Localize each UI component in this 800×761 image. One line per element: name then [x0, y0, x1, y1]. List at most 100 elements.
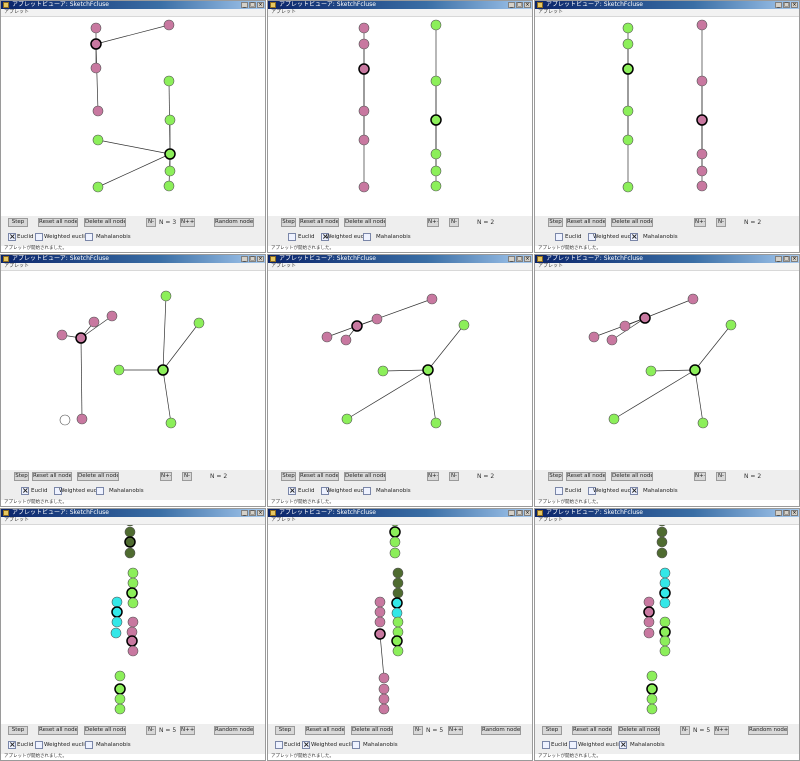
close-icon[interactable]: × — [791, 510, 798, 516]
n-plus-button[interactable]: N++ — [180, 726, 195, 735]
graph-node[interactable] — [696, 165, 708, 177]
reset-all-nodes-button[interactable]: Reset all nodes — [566, 472, 606, 481]
close-icon[interactable]: × — [257, 2, 264, 8]
title-bar[interactable]: アプレットビューア: SketchFcluse _ □ × — [268, 1, 532, 9]
cluster-center-node[interactable] — [391, 635, 403, 647]
cluster-center-node[interactable] — [126, 635, 138, 647]
graph-node[interactable] — [114, 693, 126, 705]
graph-node[interactable] — [92, 134, 104, 146]
graph-node[interactable] — [426, 293, 438, 305]
graph-node[interactable] — [392, 616, 404, 628]
mahalanobis-checkbox[interactable]: × — [630, 232, 638, 241]
n-plus-button[interactable]: N++ — [714, 726, 729, 735]
graph-node[interactable] — [124, 547, 136, 559]
graph-node[interactable] — [59, 414, 71, 426]
graph-node[interactable] — [430, 165, 442, 177]
reset-all-nodes-button[interactable]: Reset all nodes — [38, 726, 78, 735]
random-nodes-button[interactable]: Random nodes — [748, 726, 788, 735]
delete-all-nodes-button[interactable]: Delete all nodes — [344, 472, 386, 481]
title-bar[interactable]: アプレットビューア: SketchFcluse _ □ × — [1, 255, 265, 263]
cluster-center-node[interactable] — [157, 364, 169, 376]
reset-all-nodes-button[interactable]: Reset all nodes — [566, 218, 606, 227]
n-plus-button[interactable]: N++ — [694, 472, 706, 481]
n-minus-button[interactable]: N- — [449, 472, 459, 481]
n-plus-button[interactable]: N++ — [694, 218, 706, 227]
maximize-icon[interactable]: □ — [783, 256, 790, 262]
step-button[interactable]: Step — [548, 218, 563, 227]
cluster-center-node[interactable] — [639, 312, 651, 324]
cluster-center-node[interactable] — [374, 628, 386, 640]
graph-node[interactable] — [125, 525, 135, 527]
graph-node[interactable] — [321, 331, 333, 343]
graph-node[interactable] — [163, 19, 175, 31]
weighted-euclid-checkbox[interactable]: × — [302, 740, 310, 749]
close-icon[interactable]: × — [257, 510, 264, 516]
close-icon[interactable]: × — [257, 256, 264, 262]
graph-canvas[interactable] — [535, 17, 800, 213]
graph-node[interactable] — [76, 413, 88, 425]
graph-node[interactable] — [127, 616, 139, 628]
title-bar[interactable]: アプレットビューア: SketchFcluse _ □ × — [535, 255, 799, 263]
euclid-checkbox[interactable] — [288, 233, 296, 241]
graph-node[interactable] — [430, 417, 442, 429]
cluster-center-node[interactable] — [422, 364, 434, 376]
graph-canvas[interactable] — [535, 271, 800, 467]
minimize-icon[interactable]: _ — [508, 2, 515, 8]
graph-node[interactable] — [659, 597, 671, 609]
graph-node[interactable] — [358, 38, 370, 50]
graph-node[interactable] — [645, 365, 657, 377]
graph-node[interactable] — [643, 596, 655, 608]
graph-node[interactable] — [127, 597, 139, 609]
graph-node[interactable] — [392, 587, 404, 599]
close-icon[interactable]: × — [791, 256, 798, 262]
weighted-euclid-checkbox[interactable] — [569, 741, 577, 749]
mahalanobis-checkbox[interactable] — [96, 487, 104, 495]
maximize-icon[interactable]: □ — [516, 510, 523, 516]
maximize-icon[interactable]: □ — [249, 256, 256, 262]
graph-node[interactable] — [430, 180, 442, 192]
close-icon[interactable]: × — [524, 2, 531, 8]
n-minus-button[interactable]: N- — [680, 726, 690, 735]
n-plus-button[interactable]: N++ — [427, 472, 439, 481]
reset-all-nodes-button[interactable]: Reset all nodes — [572, 726, 612, 735]
graph-node[interactable] — [659, 645, 671, 657]
graph-node[interactable] — [696, 180, 708, 192]
graph-node[interactable] — [656, 547, 668, 559]
graph-node[interactable] — [358, 105, 370, 117]
n-plus-button[interactable]: N++ — [448, 726, 463, 735]
cluster-center-node[interactable] — [689, 364, 701, 376]
step-button[interactable]: Step — [14, 472, 29, 481]
delete-all-nodes-button[interactable]: Delete all nodes — [611, 218, 653, 227]
cluster-center-node[interactable] — [659, 587, 671, 599]
cluster-center-node[interactable] — [111, 606, 123, 618]
graph-node[interactable] — [657, 525, 667, 527]
euclid-checkbox[interactable] — [555, 233, 563, 241]
euclid-checkbox[interactable]: × — [8, 232, 16, 241]
maximize-icon[interactable]: □ — [516, 256, 523, 262]
graph-canvas[interactable] — [1, 271, 266, 467]
maximize-icon[interactable]: □ — [783, 510, 790, 516]
graph-node[interactable] — [160, 290, 172, 302]
delete-all-nodes-button[interactable]: Delete all nodes — [611, 472, 653, 481]
minimize-icon[interactable]: _ — [241, 256, 248, 262]
graph-node[interactable] — [358, 181, 370, 193]
title-bar[interactable]: アプレットビューア: SketchFcluse _ □ × — [535, 1, 799, 9]
step-button[interactable]: Step — [542, 726, 562, 735]
graph-node[interactable] — [389, 547, 401, 559]
step-button[interactable]: Step — [548, 472, 563, 481]
maximize-icon[interactable]: □ — [516, 2, 523, 8]
graph-node[interactable] — [106, 310, 118, 322]
graph-node[interactable] — [88, 316, 100, 328]
graph-node[interactable] — [458, 319, 470, 331]
minimize-icon[interactable]: _ — [775, 510, 782, 516]
graph-node[interactable] — [588, 331, 600, 343]
graph-node[interactable] — [390, 525, 400, 527]
euclid-checkbox[interactable]: × — [288, 486, 296, 495]
graph-node[interactable] — [193, 317, 205, 329]
delete-all-nodes-button[interactable]: Delete all nodes — [77, 472, 119, 481]
delete-all-nodes-button[interactable]: Delete all nodes — [344, 218, 386, 227]
graph-node[interactable] — [340, 334, 352, 346]
graph-node[interactable] — [696, 75, 708, 87]
graph-node[interactable] — [659, 635, 671, 647]
mahalanobis-checkbox[interactable] — [363, 233, 371, 241]
